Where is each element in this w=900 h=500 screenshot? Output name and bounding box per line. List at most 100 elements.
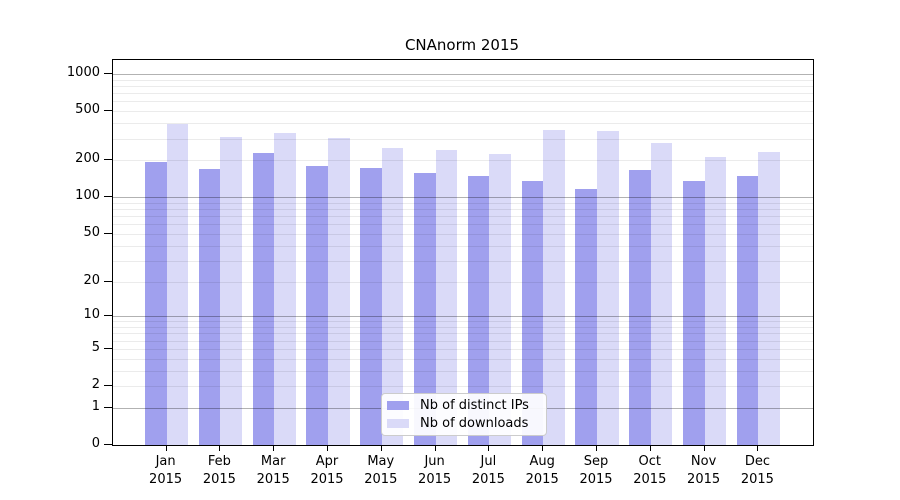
- bar-nov-downloads: [704, 157, 727, 445]
- bar-sep-downloads: [597, 130, 619, 445]
- minor-gridline: [113, 233, 813, 235]
- bar-aug-distinct-ips: [521, 180, 544, 445]
- y-tick-label: 50: [83, 224, 100, 240]
- minor-gridline: [113, 111, 813, 113]
- minor-gridline: [113, 386, 813, 387]
- bar-jun-distinct-ips: [414, 173, 436, 445]
- minor-gridline: [113, 358, 813, 360]
- x-tick: [165, 445, 167, 451]
- y-tick-label: 100: [75, 188, 100, 204]
- x-tick: [649, 445, 651, 451]
- major-gridline: [113, 316, 813, 318]
- bar-apr-distinct-ips: [306, 165, 328, 445]
- legend-label-downloads: Nb of downloads: [420, 416, 529, 431]
- x-tick: [757, 445, 759, 451]
- minor-gridline: [113, 281, 813, 283]
- x-tick-label-jul: Jul 2015: [471, 454, 505, 487]
- x-tick-label-sep: Sep 2015: [579, 454, 613, 487]
- y-tick: [104, 406, 112, 408]
- bar-may-distinct-ips: [360, 168, 382, 445]
- x-tick: [596, 445, 597, 451]
- minor-gridline: [113, 245, 813, 247]
- minor-gridline: [113, 340, 813, 342]
- legend-swatch-downloads: [387, 419, 409, 428]
- y-tick-label: 5: [91, 339, 100, 355]
- chart-title: CNAnorm 2015: [404, 36, 520, 54]
- plot-area: Nb of distinct IPs Nb of downloads: [112, 59, 814, 446]
- bar-jul-downloads: [489, 153, 511, 445]
- y-tick-label: 500: [75, 102, 100, 118]
- minor-gridline: [113, 101, 813, 103]
- bar-dec-distinct-ips: [736, 175, 759, 445]
- y-tick: [104, 110, 112, 112]
- minor-gridline: [113, 370, 813, 372]
- minor-gridline: [113, 333, 813, 335]
- legend-item-distinct-ips: Nb of distinct IPs: [382, 398, 546, 413]
- y-tick: [104, 444, 112, 445]
- minor-gridline: [113, 123, 813, 125]
- bar-aug-downloads: [543, 129, 565, 445]
- y-tick-label: 20: [83, 272, 100, 288]
- bar-dec-downloads: [758, 151, 780, 445]
- minor-gridline: [113, 85, 813, 87]
- y-tick-label: 200: [75, 151, 100, 167]
- y-tick: [104, 347, 112, 349]
- bars-layer: [113, 60, 813, 445]
- y-tick: [104, 280, 112, 282]
- bar-oct-distinct-ips: [629, 170, 651, 445]
- x-tick-label-mar: Mar 2015: [256, 454, 290, 487]
- x-tick: [434, 445, 436, 451]
- minor-gridline: [113, 216, 813, 218]
- x-tick: [327, 445, 328, 451]
- gridlines-layer: [113, 60, 813, 445]
- y-tick: [104, 315, 112, 317]
- bar-nov-distinct-ips: [683, 180, 705, 445]
- minor-gridline: [113, 93, 813, 95]
- x-tick: [703, 445, 705, 451]
- bar-feb-downloads: [220, 136, 242, 445]
- minor-gridline: [113, 202, 813, 204]
- y-tick-label: 1000: [66, 65, 100, 80]
- x-tick-label-oct: Oct 2015: [633, 454, 667, 487]
- legend-swatch-distinct-ips: [387, 401, 409, 410]
- x-tick: [219, 445, 221, 451]
- bar-may-downloads: [381, 147, 404, 445]
- bar-apr-downloads: [328, 137, 350, 445]
- y-tick: [104, 232, 112, 234]
- legend-label-distinct-ips: Nb of distinct IPs: [420, 398, 529, 413]
- x-tick: [273, 445, 275, 451]
- minor-gridline: [113, 79, 813, 81]
- bar-sep-distinct-ips: [575, 189, 597, 445]
- legend: Nb of distinct IPs Nb of downloads: [381, 393, 547, 436]
- x-tick-label-aug: Aug 2015: [525, 454, 559, 487]
- x-tick-label-nov: Nov 2015: [687, 454, 721, 487]
- bar-jan-distinct-ips: [145, 161, 167, 445]
- minor-gridline: [113, 321, 813, 323]
- x-tick-label-dec: Dec 2015: [740, 454, 774, 487]
- x-tick: [542, 445, 544, 451]
- y-tick-label: 1: [91, 398, 100, 414]
- y-tick: [104, 73, 112, 74]
- y-tick-label: 10: [83, 307, 100, 323]
- y-tick: [104, 159, 112, 161]
- bar-mar-downloads: [274, 133, 296, 445]
- x-tick-label-apr: Apr 2015: [310, 454, 344, 487]
- y-tick: [104, 385, 112, 386]
- bar-jul-distinct-ips: [467, 175, 490, 445]
- major-gridline: [113, 197, 813, 199]
- x-tick: [380, 445, 382, 451]
- bar-oct-downloads: [650, 143, 673, 445]
- bar-mar-distinct-ips: [252, 153, 275, 445]
- minor-gridline: [113, 260, 813, 262]
- legend-item-downloads: Nb of downloads: [382, 416, 546, 431]
- minor-gridline: [113, 138, 813, 140]
- x-tick-label-jun: Jun 2015: [418, 454, 452, 487]
- x-tick-label-feb: Feb 2015: [202, 454, 236, 487]
- minor-gridline: [113, 348, 813, 350]
- x-tick: [488, 445, 490, 451]
- minor-gridline: [113, 209, 813, 211]
- bar-jan-downloads: [166, 124, 189, 445]
- y-tick-label: 0: [91, 436, 100, 451]
- minor-gridline: [113, 327, 813, 328]
- bar-feb-distinct-ips: [198, 168, 221, 445]
